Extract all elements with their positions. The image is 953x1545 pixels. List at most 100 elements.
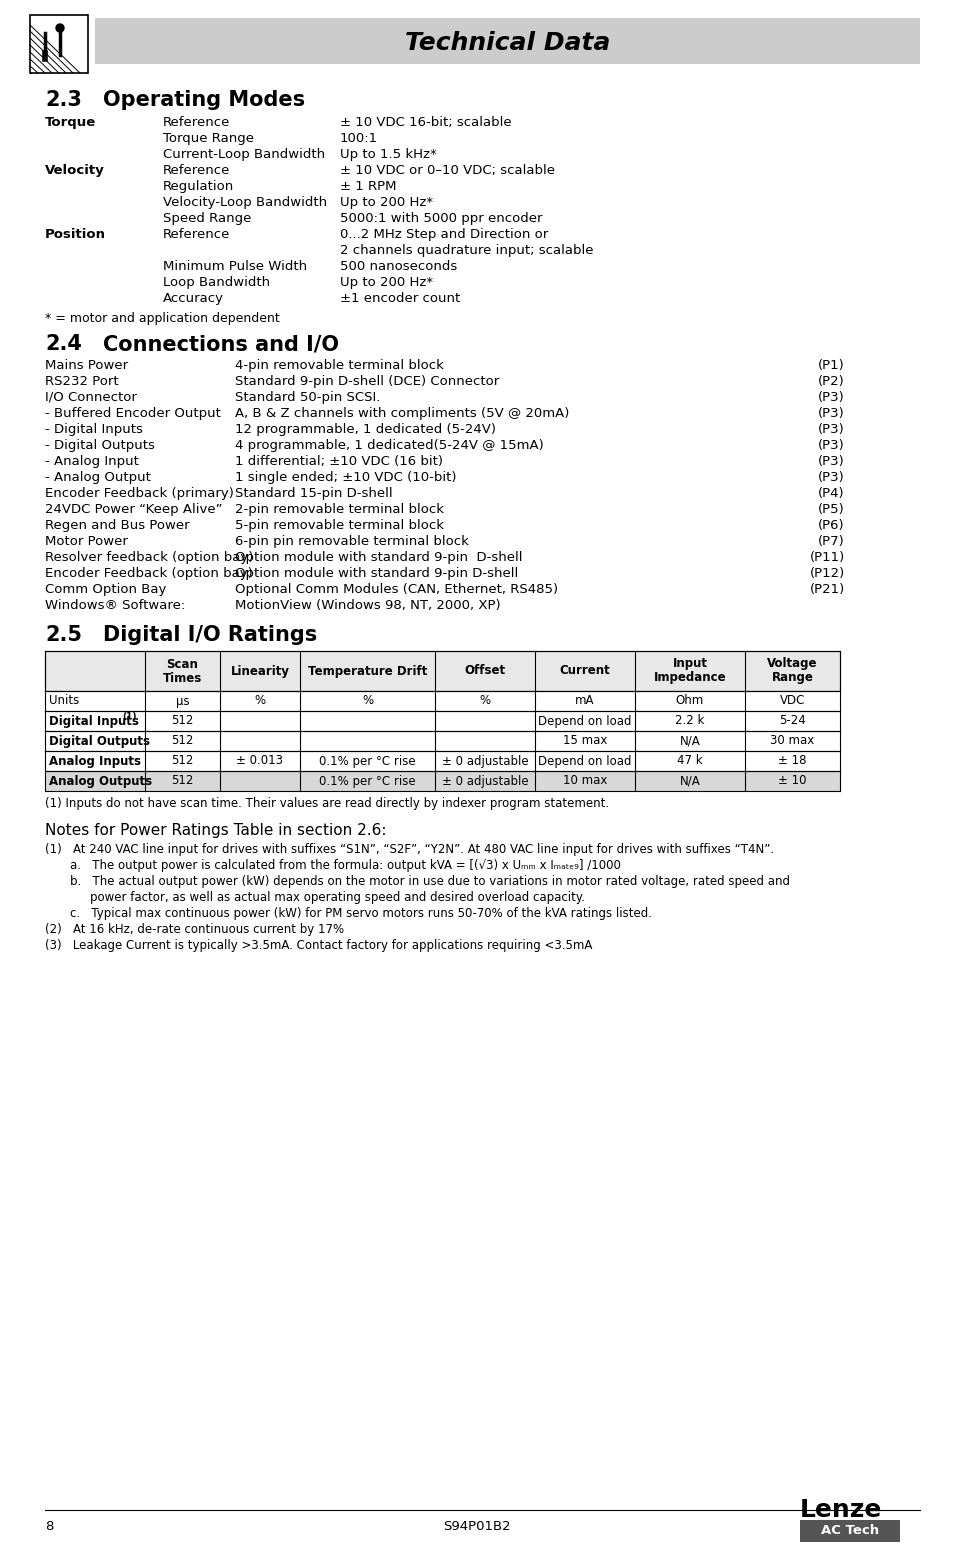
Text: Reference: Reference bbox=[163, 116, 230, 128]
Text: S94P01B2: S94P01B2 bbox=[443, 1520, 510, 1533]
Text: Digital Inputs: Digital Inputs bbox=[49, 714, 139, 728]
Text: Linearity: Linearity bbox=[231, 664, 289, 678]
Text: Range: Range bbox=[771, 672, 813, 684]
Text: 12 programmable, 1 dedicated (5-24V): 12 programmable, 1 dedicated (5-24V) bbox=[234, 423, 496, 436]
Text: (P11): (P11) bbox=[809, 552, 844, 564]
Text: Temperature Drift: Temperature Drift bbox=[308, 664, 427, 678]
Text: ± 0 adjustable: ± 0 adjustable bbox=[441, 774, 528, 788]
Text: Velocity-Loop Bandwidth: Velocity-Loop Bandwidth bbox=[163, 196, 327, 209]
Bar bbox=[95, 19, 919, 63]
Text: 1 single ended; ±10 VDC (10-bit): 1 single ended; ±10 VDC (10-bit) bbox=[234, 471, 456, 484]
Text: Motor Power: Motor Power bbox=[45, 535, 128, 548]
Text: (P21): (P21) bbox=[809, 582, 844, 596]
Text: (P6): (P6) bbox=[818, 519, 844, 531]
Text: Standard 9-pin D-shell (DCE) Connector: Standard 9-pin D-shell (DCE) Connector bbox=[234, 375, 498, 388]
Text: 2.3: 2.3 bbox=[45, 90, 82, 110]
Text: mA: mA bbox=[575, 695, 594, 708]
Text: Input: Input bbox=[672, 658, 707, 671]
Text: %: % bbox=[361, 695, 373, 708]
Text: 512: 512 bbox=[172, 754, 193, 768]
Text: (P4): (P4) bbox=[818, 487, 844, 501]
Text: Position: Position bbox=[45, 229, 106, 241]
Bar bbox=[45, 731, 840, 751]
Text: Option module with standard 9-pin  D-shell: Option module with standard 9-pin D-shel… bbox=[234, 552, 522, 564]
Text: b.   The actual output power (kW) depends on the motor in use due to variations : b. The actual output power (kW) depends … bbox=[70, 874, 789, 888]
Text: Notes for Power Ratings Table in section 2.6:: Notes for Power Ratings Table in section… bbox=[45, 823, 386, 837]
Text: Up to 200 Hz*: Up to 200 Hz* bbox=[339, 196, 433, 209]
Text: (P2): (P2) bbox=[818, 375, 844, 388]
Text: 512: 512 bbox=[172, 774, 193, 788]
Text: 0.1% per °C rise: 0.1% per °C rise bbox=[319, 774, 416, 788]
Text: VDC: VDC bbox=[779, 695, 804, 708]
Text: Accuracy: Accuracy bbox=[163, 292, 224, 304]
Text: (P7): (P7) bbox=[818, 535, 844, 548]
Text: Resolver feedback (option bay): Resolver feedback (option bay) bbox=[45, 552, 253, 564]
Bar bbox=[45, 771, 840, 791]
Text: (1) Inputs do not have scan time. Their values are read directly by indexer prog: (1) Inputs do not have scan time. Their … bbox=[45, 797, 608, 810]
Text: Encoder Feedback (option bay): Encoder Feedback (option bay) bbox=[45, 567, 253, 579]
Text: %: % bbox=[254, 695, 265, 708]
Text: N/A: N/A bbox=[679, 734, 700, 748]
Text: c.   Typical max continuous power (kW) for PM servo motors runs 50-70% of the kV: c. Typical max continuous power (kW) for… bbox=[70, 907, 651, 919]
Text: 15 max: 15 max bbox=[562, 734, 606, 748]
Text: 5000:1 with 5000 ppr encoder: 5000:1 with 5000 ppr encoder bbox=[339, 212, 542, 226]
Text: Minimum Pulse Width: Minimum Pulse Width bbox=[163, 260, 307, 273]
Text: 24VDC Power “Keep Alive”: 24VDC Power “Keep Alive” bbox=[45, 504, 222, 516]
Text: Analog Outputs: Analog Outputs bbox=[49, 774, 152, 788]
Text: Current-Loop Bandwidth: Current-Loop Bandwidth bbox=[163, 148, 325, 161]
Text: Lenze: Lenze bbox=[800, 1499, 882, 1522]
Text: 2-pin removable terminal block: 2-pin removable terminal block bbox=[234, 504, 443, 516]
Text: Regulation: Regulation bbox=[163, 181, 234, 193]
Text: ± 10 VDC 16-bit; scalable: ± 10 VDC 16-bit; scalable bbox=[339, 116, 511, 128]
Text: 0...2 MHz Step and Direction or: 0...2 MHz Step and Direction or bbox=[339, 229, 548, 241]
Text: ± 18: ± 18 bbox=[778, 754, 806, 768]
Text: RS232 Port: RS232 Port bbox=[45, 375, 118, 388]
Text: Current: Current bbox=[559, 664, 610, 678]
Text: 2 channels quadrature input; scalable: 2 channels quadrature input; scalable bbox=[339, 244, 593, 256]
Text: 8: 8 bbox=[45, 1520, 53, 1533]
Text: 500 nanoseconds: 500 nanoseconds bbox=[339, 260, 456, 273]
Text: Voltage: Voltage bbox=[766, 658, 817, 671]
Text: ± 1 RPM: ± 1 RPM bbox=[339, 181, 396, 193]
Text: 6-pin pin removable terminal block: 6-pin pin removable terminal block bbox=[234, 535, 468, 548]
Text: Reference: Reference bbox=[163, 229, 230, 241]
Text: N/A: N/A bbox=[679, 774, 700, 788]
Text: 2.4: 2.4 bbox=[45, 334, 82, 354]
Text: ± 0.013: ± 0.013 bbox=[236, 754, 283, 768]
Text: Reference: Reference bbox=[163, 164, 230, 178]
Text: AC Tech: AC Tech bbox=[821, 1525, 878, 1537]
Text: * = motor and application dependent: * = motor and application dependent bbox=[45, 312, 279, 324]
Bar bbox=[45, 650, 840, 691]
Text: ± 10: ± 10 bbox=[778, 774, 806, 788]
Text: Depend on load: Depend on load bbox=[537, 714, 631, 728]
Text: ± 10 VDC or 0–10 VDC; scalable: ± 10 VDC or 0–10 VDC; scalable bbox=[339, 164, 555, 178]
Text: Impedance: Impedance bbox=[653, 672, 725, 684]
Text: MotionView (Windows 98, NT, 2000, XP): MotionView (Windows 98, NT, 2000, XP) bbox=[234, 599, 500, 612]
Text: Loop Bandwidth: Loop Bandwidth bbox=[163, 277, 270, 289]
Text: 100:1: 100:1 bbox=[339, 131, 377, 145]
Text: power factor, as well as actual max operating speed and desired overload capacit: power factor, as well as actual max oper… bbox=[90, 891, 584, 904]
Bar bbox=[45, 751, 840, 771]
Text: - Analog Output: - Analog Output bbox=[45, 471, 151, 484]
Text: 1 differential; ±10 VDC (16 bit): 1 differential; ±10 VDC (16 bit) bbox=[234, 454, 442, 468]
Text: (P3): (P3) bbox=[818, 391, 844, 403]
Text: (3)   Leakage Current is typically >3.5mA. Contact factory for applications requ: (3) Leakage Current is typically >3.5mA.… bbox=[45, 939, 592, 952]
Text: (P3): (P3) bbox=[818, 471, 844, 484]
Text: a.   The output power is calculated from the formula: output kVA = [(√3) x Uₘₘ x: a. The output power is calculated from t… bbox=[70, 859, 620, 871]
Text: I/O Connector: I/O Connector bbox=[45, 391, 136, 403]
Text: Standard 15-pin D-shell: Standard 15-pin D-shell bbox=[234, 487, 393, 501]
Text: 5-pin removable terminal block: 5-pin removable terminal block bbox=[234, 519, 443, 531]
Text: - Analog Input: - Analog Input bbox=[45, 454, 139, 468]
Text: Times: Times bbox=[163, 672, 202, 684]
Text: Offset: Offset bbox=[464, 664, 505, 678]
Text: (P1): (P1) bbox=[818, 358, 844, 372]
Text: Scan: Scan bbox=[167, 658, 198, 671]
Text: Velocity: Velocity bbox=[45, 164, 105, 178]
Text: ± 0 adjustable: ± 0 adjustable bbox=[441, 754, 528, 768]
Text: Depend on load: Depend on load bbox=[537, 754, 631, 768]
Text: Connections and I/O: Connections and I/O bbox=[103, 334, 338, 354]
Bar bbox=[45, 711, 840, 731]
Text: Optional Comm Modules (CAN, Ethernet, RS485): Optional Comm Modules (CAN, Ethernet, RS… bbox=[234, 582, 558, 596]
Text: Torque Range: Torque Range bbox=[163, 131, 253, 145]
Text: Regen and Bus Power: Regen and Bus Power bbox=[45, 519, 190, 531]
